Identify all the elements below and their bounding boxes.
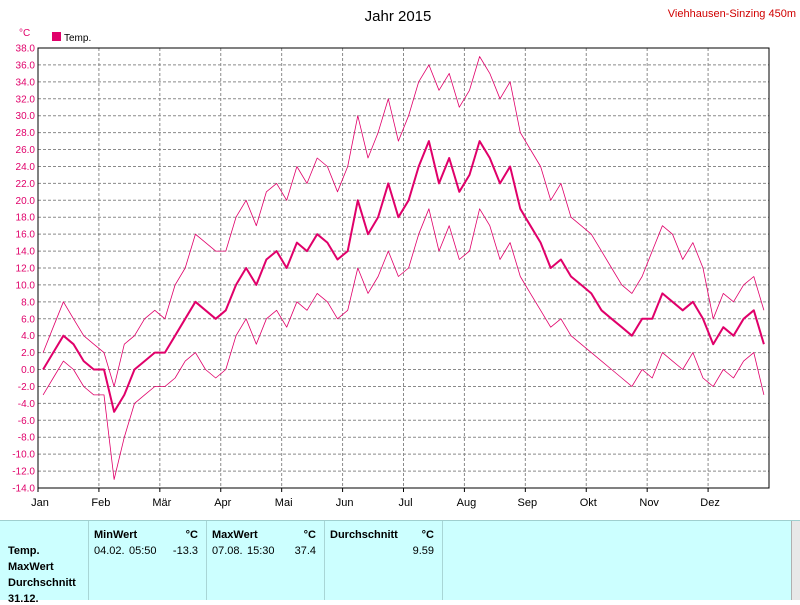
x-tick-label: Sep (518, 497, 538, 509)
y-tick-label: 36.0 (16, 60, 36, 71)
y-tick-label: 0.0 (21, 365, 35, 376)
x-tick-label: Jul (398, 497, 412, 509)
y-tick-label: 22.0 (16, 179, 36, 190)
y-tick-label: 12.0 (16, 264, 36, 275)
avg-value: 9.59 (412, 545, 434, 557)
min-column: MinWert °C 04.02. 05:50 -13.3 (89, 521, 207, 600)
x-tick-label: Aug (457, 497, 477, 509)
x-tick-label: Nov (639, 497, 659, 509)
row-label-durchschnitt: Durchschnitt (8, 577, 76, 589)
stats-table: Temp. MaxWert Durchschnitt 31.12. MinWer… (0, 520, 800, 605)
y-tick-label: -14.0 (12, 484, 35, 495)
x-tick-label: Mai (275, 497, 293, 509)
avg-column: Durchschnitt °C 9.59 (325, 521, 443, 600)
legend-label: Temp. (64, 33, 91, 44)
y-tick-label: -12.0 (12, 467, 35, 478)
y-tick-label: 38.0 (16, 44, 36, 55)
avg-header: Durchschnitt (330, 529, 398, 541)
plot-frame (37, 47, 770, 489)
min-time: 05:50 (129, 545, 157, 557)
max-date: 07.08. (212, 545, 243, 557)
stats-label-column: Temp. MaxWert Durchschnitt 31.12. (0, 521, 89, 605)
min-unit: °C (185, 529, 198, 541)
series-line-daily-min (42, 208, 765, 480)
legend-swatch (52, 32, 61, 41)
y-tick-label: 10.0 (16, 280, 36, 291)
y-tick-label: -8.0 (18, 433, 36, 444)
max-value: 37.4 (294, 545, 316, 557)
y-tick-label: 30.0 (16, 111, 36, 122)
chart-svg: Jahr 2015 Viehhausen-Sinzing 450m °C Tem… (12, 8, 796, 509)
x-tick-label: Dez (700, 497, 720, 509)
y-tick-label: 24.0 (16, 162, 36, 173)
row-label-date: 31.12. (8, 593, 39, 605)
x-tick-label: Apr (214, 497, 231, 509)
y-tick-label: 32.0 (16, 94, 36, 105)
max-column: MaxWert °C 07.08. 15:30 37.4 (207, 521, 325, 600)
y-tick-label: 14.0 (16, 247, 36, 258)
y-tick-label: 8.0 (21, 297, 35, 308)
avg-unit: °C (421, 529, 434, 541)
chart-title: Jahr 2015 (365, 8, 432, 25)
series-line-daily-max (42, 56, 765, 387)
y-tick-label: 6.0 (21, 314, 35, 325)
y-tick-label: -4.0 (18, 399, 36, 410)
y-tick-label: -6.0 (18, 416, 36, 427)
min-date: 04.02. (94, 545, 125, 557)
x-tick-label: Jan (31, 497, 49, 509)
y-axis-unit: °C (19, 28, 30, 39)
max-time: 15:30 (247, 545, 275, 557)
x-tick-label: Okt (580, 497, 597, 509)
y-tick-label: 26.0 (16, 145, 36, 156)
max-unit: °C (303, 529, 316, 541)
y-tick-label: -10.0 (12, 450, 35, 461)
y-tick-label: 4.0 (21, 331, 35, 342)
y-tick-label: 16.0 (16, 230, 36, 241)
station-label: Viehhausen-Sinzing 450m (668, 8, 796, 20)
y-tick-label: 18.0 (16, 213, 36, 224)
min-header: MinWert (94, 529, 138, 541)
y-tick-label: 34.0 (16, 77, 36, 88)
y-tick-label: -2.0 (18, 382, 36, 393)
x-tick-label: Jun (336, 497, 354, 509)
vertical-scrollbar[interactable] (791, 521, 800, 600)
max-header: MaxWert (212, 529, 258, 541)
series-line-daily-mean (42, 140, 765, 413)
x-tick-label: Feb (91, 497, 110, 509)
y-tick-label: 2.0 (21, 348, 35, 359)
row-label-temp: Temp. (8, 545, 40, 557)
min-value: -13.3 (172, 545, 198, 557)
x-tick-label: Mär (152, 497, 171, 509)
y-tick-label: 20.0 (16, 196, 36, 207)
y-tick-label: 28.0 (16, 128, 36, 139)
temperature-chart: Jahr 2015 Viehhausen-Sinzing 450m °C Tem… (12, 8, 796, 509)
row-label-maxwert: MaxWert (8, 561, 54, 573)
